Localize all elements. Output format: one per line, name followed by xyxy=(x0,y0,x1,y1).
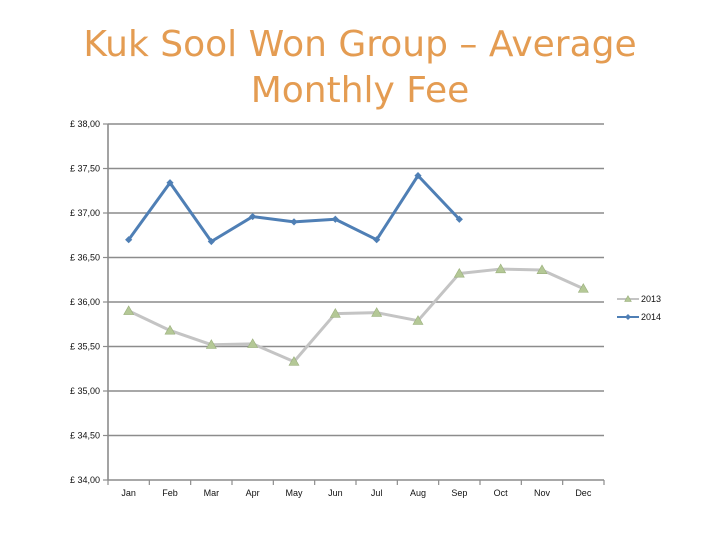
y-tick-label: £ 36,50 xyxy=(70,253,100,263)
data-point-2013 xyxy=(371,307,383,317)
y-tick-label: £ 34,50 xyxy=(70,431,100,441)
x-tick-label: Feb xyxy=(162,488,178,498)
data-point-2013 xyxy=(495,263,507,274)
data-point-2013 xyxy=(536,264,548,274)
series-line-2013 xyxy=(128,267,584,364)
x-tick-label: Sep xyxy=(451,488,467,498)
legend-label-2013: 2013 xyxy=(641,294,661,304)
y-tick-label: £ 34,00 xyxy=(70,475,100,485)
data-point-2014 xyxy=(125,236,133,244)
data-point-2014 xyxy=(373,236,381,244)
data-point-2014 xyxy=(625,314,631,320)
x-tick-label: Jun xyxy=(328,488,343,498)
data-point-2014 xyxy=(414,172,422,180)
y-axis: £ 34,00 £ 34,50 £ 35,00 £ 35,50 £ 36,00 £ 36,… xyxy=(70,119,109,485)
data-point-2013 xyxy=(205,339,217,349)
gridlines xyxy=(108,123,604,481)
x-tick-label: May xyxy=(285,488,303,498)
x-tick-label: Jan xyxy=(121,488,136,498)
data-point-2013 xyxy=(123,305,135,315)
data-point-2013 xyxy=(164,324,176,335)
x-tick-label: Oct xyxy=(494,488,509,498)
legend: 2013 2014 xyxy=(617,294,661,322)
x-tick-label: Nov xyxy=(534,488,551,498)
x-tick-label: Jul xyxy=(371,488,383,498)
y-tick-label: £ 35,50 xyxy=(70,342,100,352)
data-point-2013 xyxy=(247,338,259,348)
data-point-2013 xyxy=(577,283,589,293)
data-point-2013 xyxy=(329,308,341,318)
legend-label-2014: 2014 xyxy=(641,312,661,322)
x-tick-label: Apr xyxy=(246,488,260,498)
x-axis: Jan Feb Mar Apr May Jun Jul Aug Sep Oct Nov Dec xyxy=(107,480,605,498)
y-tick-label: £ 38,00 xyxy=(70,119,100,129)
data-point-2014 xyxy=(207,237,215,246)
data-point-2013 xyxy=(624,295,632,302)
chart-title: Kuk Sool Won Group – Average Monthly Fee xyxy=(83,24,637,111)
y-tick-label: £ 35,00 xyxy=(70,386,100,396)
data-point-2013 xyxy=(412,315,424,325)
x-tick-label: Dec xyxy=(575,488,592,498)
y-tick-label: £ 37,50 xyxy=(70,164,100,174)
data-point-2014 xyxy=(166,179,174,187)
data-point-2013 xyxy=(453,267,465,278)
y-tick-label: £ 36,00 xyxy=(70,297,100,307)
data-point-2014 xyxy=(249,212,257,221)
y-tick-label: £ 37,00 xyxy=(70,208,100,218)
series-line-2014 xyxy=(127,174,461,243)
data-point-2013 xyxy=(288,356,300,366)
data-point-2014 xyxy=(455,215,463,223)
series-layer xyxy=(123,172,589,366)
data-point-2014 xyxy=(290,218,298,226)
x-tick-label: Aug xyxy=(410,488,426,498)
x-tick-label: Mar xyxy=(204,488,220,498)
data-point-2014 xyxy=(331,215,339,223)
